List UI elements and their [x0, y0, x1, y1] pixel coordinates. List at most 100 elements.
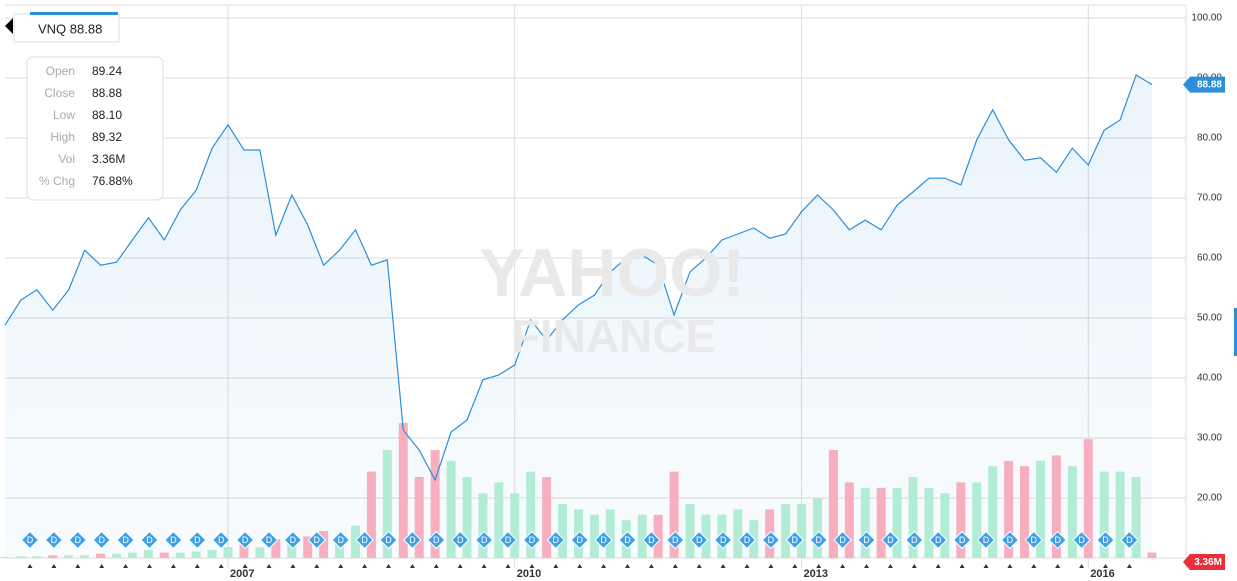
dividend-tick: [816, 564, 822, 568]
dividend-tick: [768, 564, 774, 568]
volume-bar: [478, 493, 488, 558]
quote-label: High: [50, 130, 75, 144]
volume-bar: [605, 509, 615, 558]
volume-bar: [797, 504, 807, 558]
dividend-tick: [744, 564, 750, 568]
dividend-tick: [935, 564, 941, 568]
dividend-marker: [618, 530, 637, 550]
volume-bar: [430, 450, 440, 558]
ticker-tab[interactable]: [13, 13, 120, 43]
x-tick-label: 2010: [517, 568, 541, 580]
dividend-tick: [266, 564, 272, 568]
dividend-marker: [976, 530, 996, 550]
x-tick-label: 2007: [230, 568, 254, 580]
volume-bar: [414, 477, 424, 558]
dividend-marker: [307, 530, 326, 550]
dividend-marker: [546, 530, 565, 550]
dividend-label: D: [409, 535, 416, 545]
dividend-tick: [840, 564, 846, 568]
volume-bar: [462, 477, 472, 558]
dividend-tick: [1079, 564, 1085, 568]
dividend-tick: [1103, 564, 1108, 568]
dividend-marker: [92, 530, 111, 550]
volume-bar: [908, 477, 918, 558]
ticker-label: VNQ 88.88: [38, 21, 102, 36]
dividend-marker: [68, 530, 87, 550]
volume-bar: [844, 482, 854, 558]
price-tag-label: 88.88: [1197, 80, 1222, 91]
dividend-marker: [20, 530, 40, 550]
volume-tag-label: 3.36M: [1194, 557, 1222, 568]
volume-bar: [159, 552, 169, 558]
dividend-marker: [785, 530, 804, 550]
volume-bar: [319, 531, 329, 558]
y-tick-label: 40.00: [1197, 373, 1222, 384]
dividend-tick: [457, 564, 463, 568]
dividend-marker: [140, 530, 159, 550]
volume-bar: [271, 539, 281, 558]
quote-value: 89.24: [92, 64, 122, 78]
dividend-marker: [1048, 530, 1067, 550]
dividend-tick: [123, 564, 129, 568]
volume-bar: [558, 504, 568, 558]
dividend-label: D: [863, 535, 870, 545]
dividend-marker: [737, 530, 757, 550]
volume-bar: [191, 551, 201, 558]
dividend-marker: [905, 530, 924, 550]
dividend-marker: [259, 530, 279, 550]
quote-value: 76.88%: [92, 174, 133, 188]
dividend-label: D: [266, 535, 273, 545]
dividend-label: D: [51, 535, 58, 545]
dividend-label: D: [600, 535, 607, 545]
dividend-label: D: [218, 535, 225, 545]
volume-bar: [1131, 477, 1141, 558]
quote-label: Open: [46, 64, 75, 78]
dividend-marker: [929, 530, 948, 550]
dividend-marker: [355, 530, 374, 550]
dividend-label: D: [385, 535, 392, 545]
back-arrow[interactable]: [5, 18, 13, 34]
dividend-label: D: [576, 535, 583, 545]
volume-bar: [112, 553, 122, 558]
dividend-label: D: [624, 535, 631, 545]
side-handle[interactable]: [1234, 308, 1237, 356]
y-tick-label: 70.00: [1197, 193, 1222, 204]
dividend-marker: [283, 530, 303, 550]
y-tick-label: 30.00: [1197, 433, 1222, 444]
dividend-marker: [881, 530, 900, 550]
dividend-label: D: [27, 535, 34, 545]
dividend-marker: [44, 530, 64, 550]
dividend-label: D: [290, 535, 297, 545]
dividend-tick: [696, 564, 702, 568]
dividend-label: D: [337, 535, 344, 545]
y-tick-label: 60.00: [1197, 253, 1222, 264]
dividend-marker: [857, 530, 876, 550]
dividend-label: D: [696, 535, 703, 545]
dividend-tick: [911, 564, 917, 568]
volume-bar: [669, 471, 679, 558]
volume-bar: [1115, 471, 1125, 558]
dividend-label: D: [648, 535, 655, 545]
volume-bar: [366, 471, 376, 558]
dividend-label: D: [146, 535, 153, 545]
dividend-label: D: [672, 535, 679, 545]
volume-bar: [1004, 460, 1014, 558]
dividend-marker: [1000, 530, 1020, 550]
quote-rows: Open 89.24 Close 88.88 Low 88.10 High 89.32 Vol 3…: [39, 64, 133, 188]
dividend-label: D: [481, 535, 488, 545]
dividend-label: D: [433, 535, 440, 545]
dividend-tick: [864, 564, 869, 568]
dividend-tick: [983, 564, 989, 568]
y-tick-label: 100.00: [1191, 13, 1222, 24]
dividend-tick: [577, 564, 583, 568]
dividend-label: D: [457, 535, 464, 545]
dividend-tick: [51, 564, 57, 568]
volume-bar: [96, 553, 106, 558]
volume-bar: [956, 482, 966, 558]
dividend-tick: [218, 564, 224, 568]
volume-bar: [382, 450, 392, 558]
dividend-label: D: [1054, 535, 1061, 545]
dividend-label: D: [1078, 535, 1085, 545]
dividend-tick: [720, 564, 726, 568]
